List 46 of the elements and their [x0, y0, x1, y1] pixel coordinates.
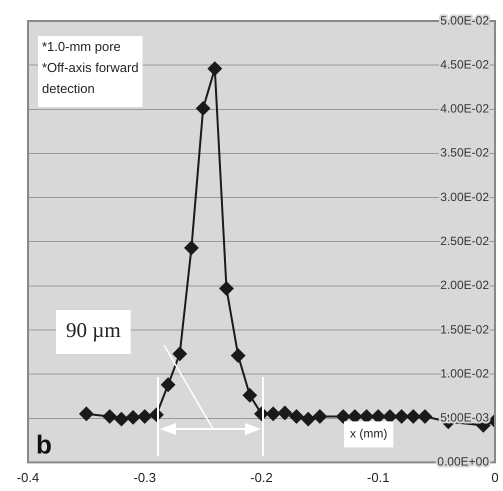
annotation: b	[36, 430, 52, 460]
y-tick-label: 1.00E-02	[440, 366, 490, 380]
point	[301, 412, 316, 426]
point	[382, 409, 397, 424]
point	[231, 348, 246, 363]
point	[290, 409, 304, 424]
x-tick-label: -0.1	[367, 470, 390, 485]
point	[79, 406, 94, 421]
point	[196, 101, 210, 116]
x-axis-title: x (mm)	[350, 426, 388, 441]
y-tick-label: 4.50E-02	[440, 57, 490, 72]
point	[336, 409, 350, 424]
point	[208, 62, 222, 76]
annotation: *Off-axis forward detection	[42, 60, 139, 96]
annotation: *1.0-mm pore	[42, 39, 121, 54]
y-tick-label: 2.00E-02	[440, 278, 490, 292]
point	[102, 409, 117, 424]
x-tick-label: 0	[491, 470, 499, 485]
y-tick-label: 3.00E-02	[440, 190, 490, 204]
point	[371, 409, 386, 424]
point	[348, 409, 362, 424]
x-tick-label: -0.4	[16, 470, 40, 485]
point	[172, 346, 187, 361]
annotation: 90 µm	[66, 318, 121, 342]
y-tick-label: 0.00E+00	[437, 454, 490, 469]
y-tick-label: 1.50E-02	[440, 322, 490, 336]
point	[394, 409, 409, 424]
x-tick-label: -0.3	[134, 470, 156, 485]
point	[360, 409, 374, 424]
y-tick-label: 3.50E-02	[440, 146, 490, 160]
point	[266, 406, 280, 421]
y-tick-label: 2.50E-02	[440, 234, 490, 248]
point	[184, 240, 198, 255]
point	[312, 409, 327, 424]
point	[418, 409, 432, 424]
point	[126, 410, 140, 424]
y-tick-label: 5.00E-02	[440, 13, 490, 28]
point	[138, 409, 152, 424]
point	[242, 388, 257, 402]
point	[278, 406, 292, 420]
x-tick-label: -0.2	[250, 470, 273, 485]
point	[161, 378, 176, 392]
y-tick-label: 4.00E-02	[440, 102, 490, 116]
point	[406, 409, 420, 424]
point	[219, 281, 234, 296]
point	[114, 412, 128, 426]
